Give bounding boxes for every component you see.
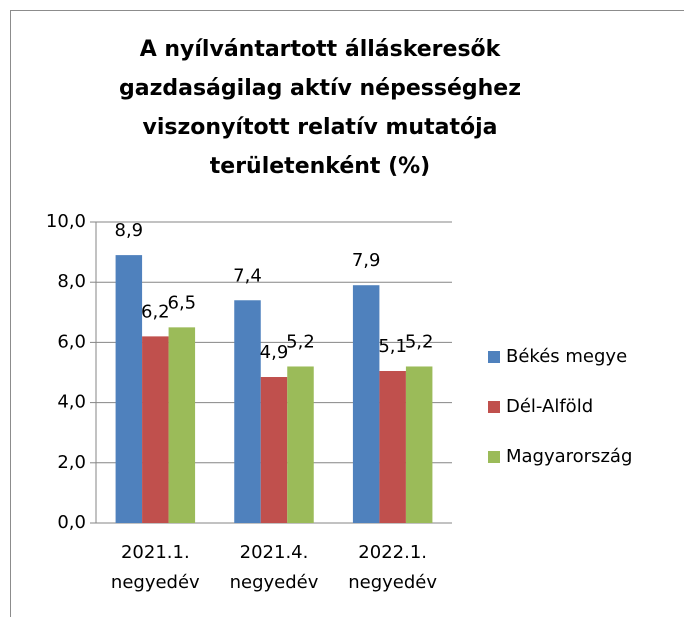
legend-label: Békés megye [506,346,627,367]
value-label: 5,1 [378,336,407,357]
bar [168,327,196,523]
x-tick-label: 2022.1. negyedév [348,542,438,593]
chart-border [10,10,684,617]
value-label: 4,9 [260,342,289,363]
bar [379,370,406,523]
legend-swatch [488,401,500,413]
bar [142,336,169,523]
value-label: 7,4 [233,265,262,286]
legend-swatch [488,451,500,463]
value-label: 5,2 [286,331,315,352]
chart-title: A nyílvántartott álláskeresők [140,37,502,62]
value-label: 8,9 [115,220,144,241]
value-label: 6,5 [168,292,197,313]
y-tick-label: 2,0 [57,452,86,473]
bar [287,366,314,523]
x-tick-label: 2021.4. negyedév [229,542,319,593]
chart-title: területenként (%) [210,154,430,179]
y-tick-label: 8,0 [57,271,86,292]
bar [115,255,143,524]
value-label: 6,2 [141,301,170,322]
chart-title: gazdaságilag aktív népességhez [119,76,521,101]
y-tick-label: 6,0 [57,331,86,352]
bar [405,366,433,523]
bar [260,377,288,523]
value-label: 7,9 [352,250,381,271]
legend-label: Dél-Alföld [506,396,593,417]
bar [352,285,380,523]
bar [234,300,261,523]
legend-swatch [488,351,500,363]
legend-label: Magyarország [506,446,632,467]
y-tick-label: 4,0 [57,392,86,413]
y-tick-label: 0,0 [57,512,86,533]
chart-title: viszonyított relatív mutatója [143,115,498,140]
value-label: 5,2 [405,331,434,352]
x-tick-label: 2021.1. negyedév [110,542,200,593]
y-tick-label: 10,0 [46,211,86,232]
